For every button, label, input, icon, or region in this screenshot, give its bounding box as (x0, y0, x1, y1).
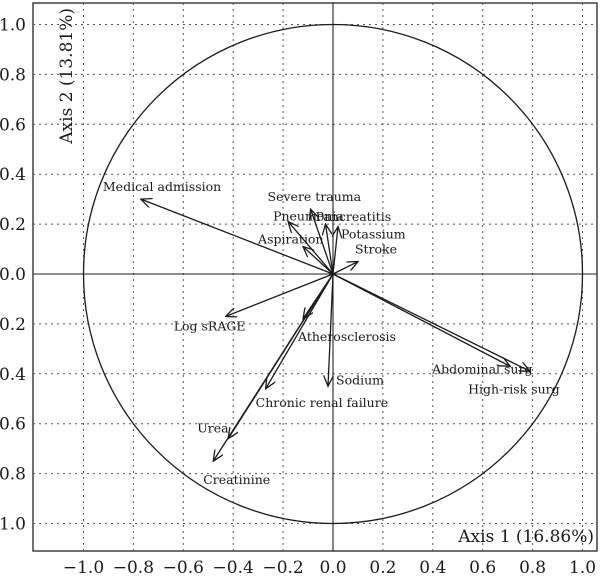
y-tick-label-10: −1.0 (0, 515, 26, 535)
label-urea: Urea (197, 421, 229, 436)
x-tick-label-9: 0.8 (519, 558, 546, 578)
y-tick-label-3: 0.4 (0, 165, 26, 185)
y-tick-label-4: 0.2 (0, 215, 26, 235)
y-tick-label-7: −0.4 (0, 365, 26, 385)
x-tick-labels: −1.0 −0.8 −0.6 −0.4 −0.2 0.0 0.2 0.4 0.6 0.8 1.0 (63, 558, 596, 578)
label-pneumonia: Pneumonia (273, 209, 344, 224)
label-log-srage: Log sRAGE (174, 318, 246, 333)
x-tick-label-8: 0.6 (469, 558, 496, 578)
label-medical-admission: Medical admission (103, 179, 221, 194)
correlation-circle (82, 23, 584, 525)
vector-chronic-renal-failure (266, 273, 334, 389)
x-tick-label-10: 1.0 (569, 558, 596, 578)
label-chronic-renal-failure: Chronic renal failure (256, 395, 388, 410)
vector-high-risk-surg (332, 273, 530, 371)
label-stroke: Stroke (355, 242, 397, 257)
x-tick-label-4: −0.2 (262, 558, 303, 578)
vector-severe-trauma (311, 209, 334, 275)
x-axis-title: Axis 1 (16.86%) (457, 527, 594, 547)
vector-creatinine (213, 273, 334, 461)
plot-frame (32, 2, 598, 552)
vector-pancreatitis (326, 224, 334, 275)
y-tick-label-0: 1.0 (0, 16, 26, 36)
x-tick-label-7: 0.4 (419, 558, 446, 578)
vector-abdominal-surg (332, 273, 510, 366)
label-abdominal-surg: Abdominal surg (431, 361, 532, 376)
label-creatinine: Creatinine (203, 472, 270, 487)
label-high-risk-surg: High-risk surg (468, 381, 560, 396)
x-tick-label-3: −0.4 (213, 558, 254, 578)
vector-medical-admission (141, 199, 334, 275)
x-tick-label-6: 0.2 (369, 558, 396, 578)
label-aspiration: Aspiration (257, 232, 323, 247)
vector-sodium (328, 273, 334, 386)
y-tick-label-9: −0.8 (0, 465, 26, 485)
variable-vectors (141, 199, 530, 461)
vector-aspiration (303, 247, 334, 275)
y-tick-label-5: 0.0 (0, 265, 26, 285)
x-tick-label-0: −1.0 (63, 558, 104, 578)
label-pancreatitis: Pancreatitis (316, 209, 392, 224)
label-severe-trauma: Severe trauma (268, 189, 362, 204)
x-tick-label-2: −0.6 (163, 558, 204, 578)
vector-stroke (332, 262, 358, 275)
label-potassium: Potassium (341, 227, 406, 242)
y-tick-label-8: −0.6 (0, 415, 26, 435)
x-tick-label-1: −0.8 (113, 558, 154, 578)
x-tick-label-5: 0.0 (319, 558, 346, 578)
y-tick-labels: 1.0 0.8 0.6 0.4 0.2 0.0 −0.2 −0.4 −0.6 −0.8 −1.0 (0, 16, 26, 535)
vector-log-srage (226, 273, 334, 316)
y-tick-label-2: 0.6 (0, 115, 26, 135)
label-sodium: Sodium (336, 372, 384, 387)
y-tick-label-1: 0.8 (0, 65, 26, 85)
y-axis-title: Axis 2 (13.81%) (57, 8, 77, 145)
label-atherosclerosis: Atherosclerosis (297, 329, 396, 344)
vector-potassium (333, 227, 338, 275)
y-tick-label-6: −0.2 (0, 315, 26, 335)
